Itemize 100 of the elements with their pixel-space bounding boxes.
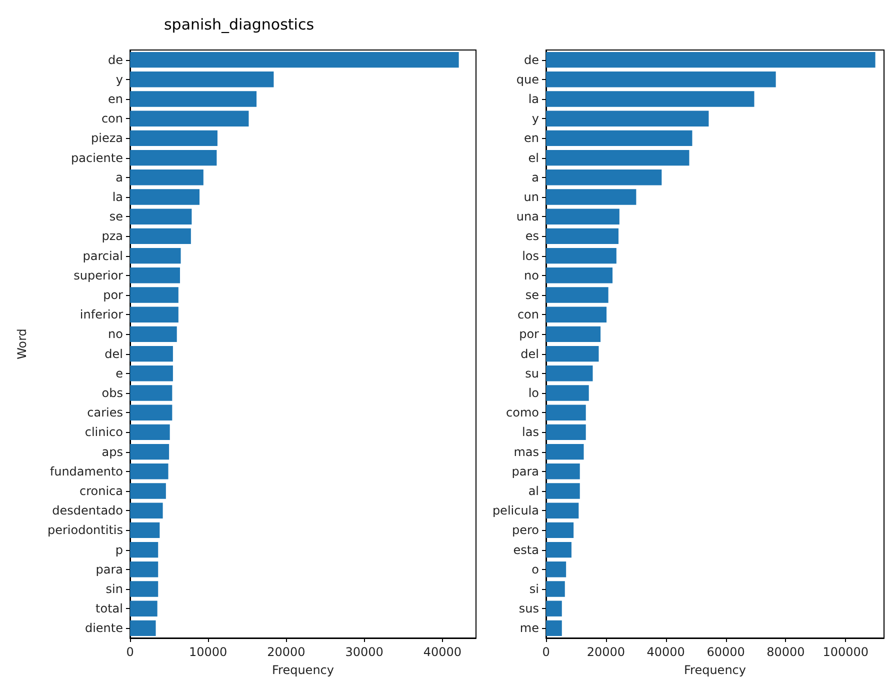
y-tick-label: paciente — [71, 150, 123, 165]
y-tick-label: aps — [102, 444, 123, 459]
y-tick-label: caries — [87, 406, 123, 420]
bar — [546, 228, 619, 244]
y-tick-label: a — [532, 170, 539, 184]
y-tick-label: lo — [528, 386, 539, 400]
y-tick-label: sus — [518, 602, 539, 616]
bar — [546, 424, 586, 440]
y-tick-label: se — [109, 210, 123, 224]
x-tick-label: 60000 — [706, 645, 745, 659]
y-tick-label: del — [104, 346, 123, 361]
bar — [130, 189, 200, 205]
bar — [130, 581, 158, 597]
bar — [130, 600, 158, 616]
y-tick-label: esta — [513, 542, 539, 557]
bar — [546, 268, 613, 284]
y-tick-label: y — [532, 112, 539, 126]
y-tick-label: los — [522, 248, 539, 263]
bar — [130, 502, 163, 518]
bar — [130, 444, 170, 460]
bar — [546, 444, 584, 460]
y-tick-label: en — [524, 131, 539, 146]
y-tick-label: pero — [512, 523, 539, 538]
bar — [546, 170, 662, 186]
y-tick-label: obs — [102, 386, 123, 400]
y-tick-label: si — [529, 582, 539, 596]
bar — [130, 366, 173, 382]
y-tick-label: con — [101, 112, 123, 126]
y-tick-label: fundamento — [50, 464, 123, 478]
bar — [130, 464, 168, 480]
bar — [130, 562, 158, 578]
bar — [130, 228, 191, 244]
bar — [546, 542, 572, 558]
x-tick-label: 40000 — [646, 645, 685, 659]
y-tick-label: la — [528, 92, 539, 106]
bar — [546, 600, 562, 616]
bar — [130, 91, 257, 107]
bar — [546, 502, 579, 518]
y-tick-label: diente — [84, 621, 123, 636]
bar — [130, 72, 274, 88]
y-tick-label: con — [517, 308, 539, 322]
y-tick-label: por — [519, 327, 540, 342]
y-tick-label: de — [524, 52, 539, 67]
x-axis-title: Frequency — [684, 663, 746, 677]
y-axis-title: Word — [15, 328, 29, 360]
bar — [546, 150, 690, 166]
y-tick-label: las — [522, 425, 539, 440]
y-tick-label: parcial — [82, 248, 123, 263]
y-tick-label: p — [115, 542, 123, 557]
bar — [130, 326, 177, 342]
bar — [546, 483, 580, 499]
bar — [546, 404, 586, 420]
bar — [130, 404, 172, 420]
x-tick-label: 80000 — [766, 645, 805, 659]
y-tick-label: como — [506, 406, 539, 420]
bar — [130, 306, 178, 322]
y-tick-label: total — [96, 602, 123, 616]
bar — [546, 287, 608, 303]
y-tick-label: en — [108, 92, 123, 106]
y-tick-label: mas — [514, 444, 539, 459]
y-tick-label: superior — [74, 268, 124, 282]
bar — [546, 562, 566, 578]
y-tick-label: no — [108, 327, 123, 342]
y-tick-label: el — [528, 150, 539, 165]
y-tick-label: pelicula — [492, 504, 539, 518]
bar — [130, 130, 218, 146]
y-tick-label: sin — [106, 582, 123, 596]
y-tick-label: periodontitis — [47, 523, 123, 538]
bar — [546, 208, 620, 224]
bar — [546, 620, 562, 636]
y-tick-label: un — [524, 190, 539, 204]
y-tick-label: pza — [102, 229, 123, 244]
bar — [130, 170, 204, 186]
bar — [130, 208, 192, 224]
bar — [546, 366, 593, 382]
y-tick-label: por — [103, 288, 124, 302]
bar — [130, 522, 160, 538]
y-tick-label: o — [532, 562, 539, 576]
y-tick-label: que — [516, 72, 539, 86]
bar — [546, 91, 754, 107]
y-tick-label: del — [520, 346, 539, 361]
bar — [130, 542, 158, 558]
bar — [546, 306, 607, 322]
bar — [130, 268, 180, 284]
bar — [546, 52, 876, 68]
x-axis-title: Frequency — [272, 663, 334, 677]
bar — [546, 110, 709, 126]
bar — [130, 620, 156, 636]
y-tick-label: su — [525, 366, 539, 380]
bar — [130, 150, 217, 166]
bar — [130, 248, 181, 264]
bar — [546, 326, 601, 342]
bar — [130, 346, 173, 362]
x-tick-label: 20000 — [586, 645, 626, 659]
bar — [546, 248, 616, 264]
x-tick-label: 10000 — [189, 645, 228, 659]
x-tick-label: 100000 — [822, 645, 869, 659]
y-tick-label: a — [116, 170, 123, 184]
y-tick-label: se — [525, 288, 539, 302]
bar — [546, 189, 636, 205]
